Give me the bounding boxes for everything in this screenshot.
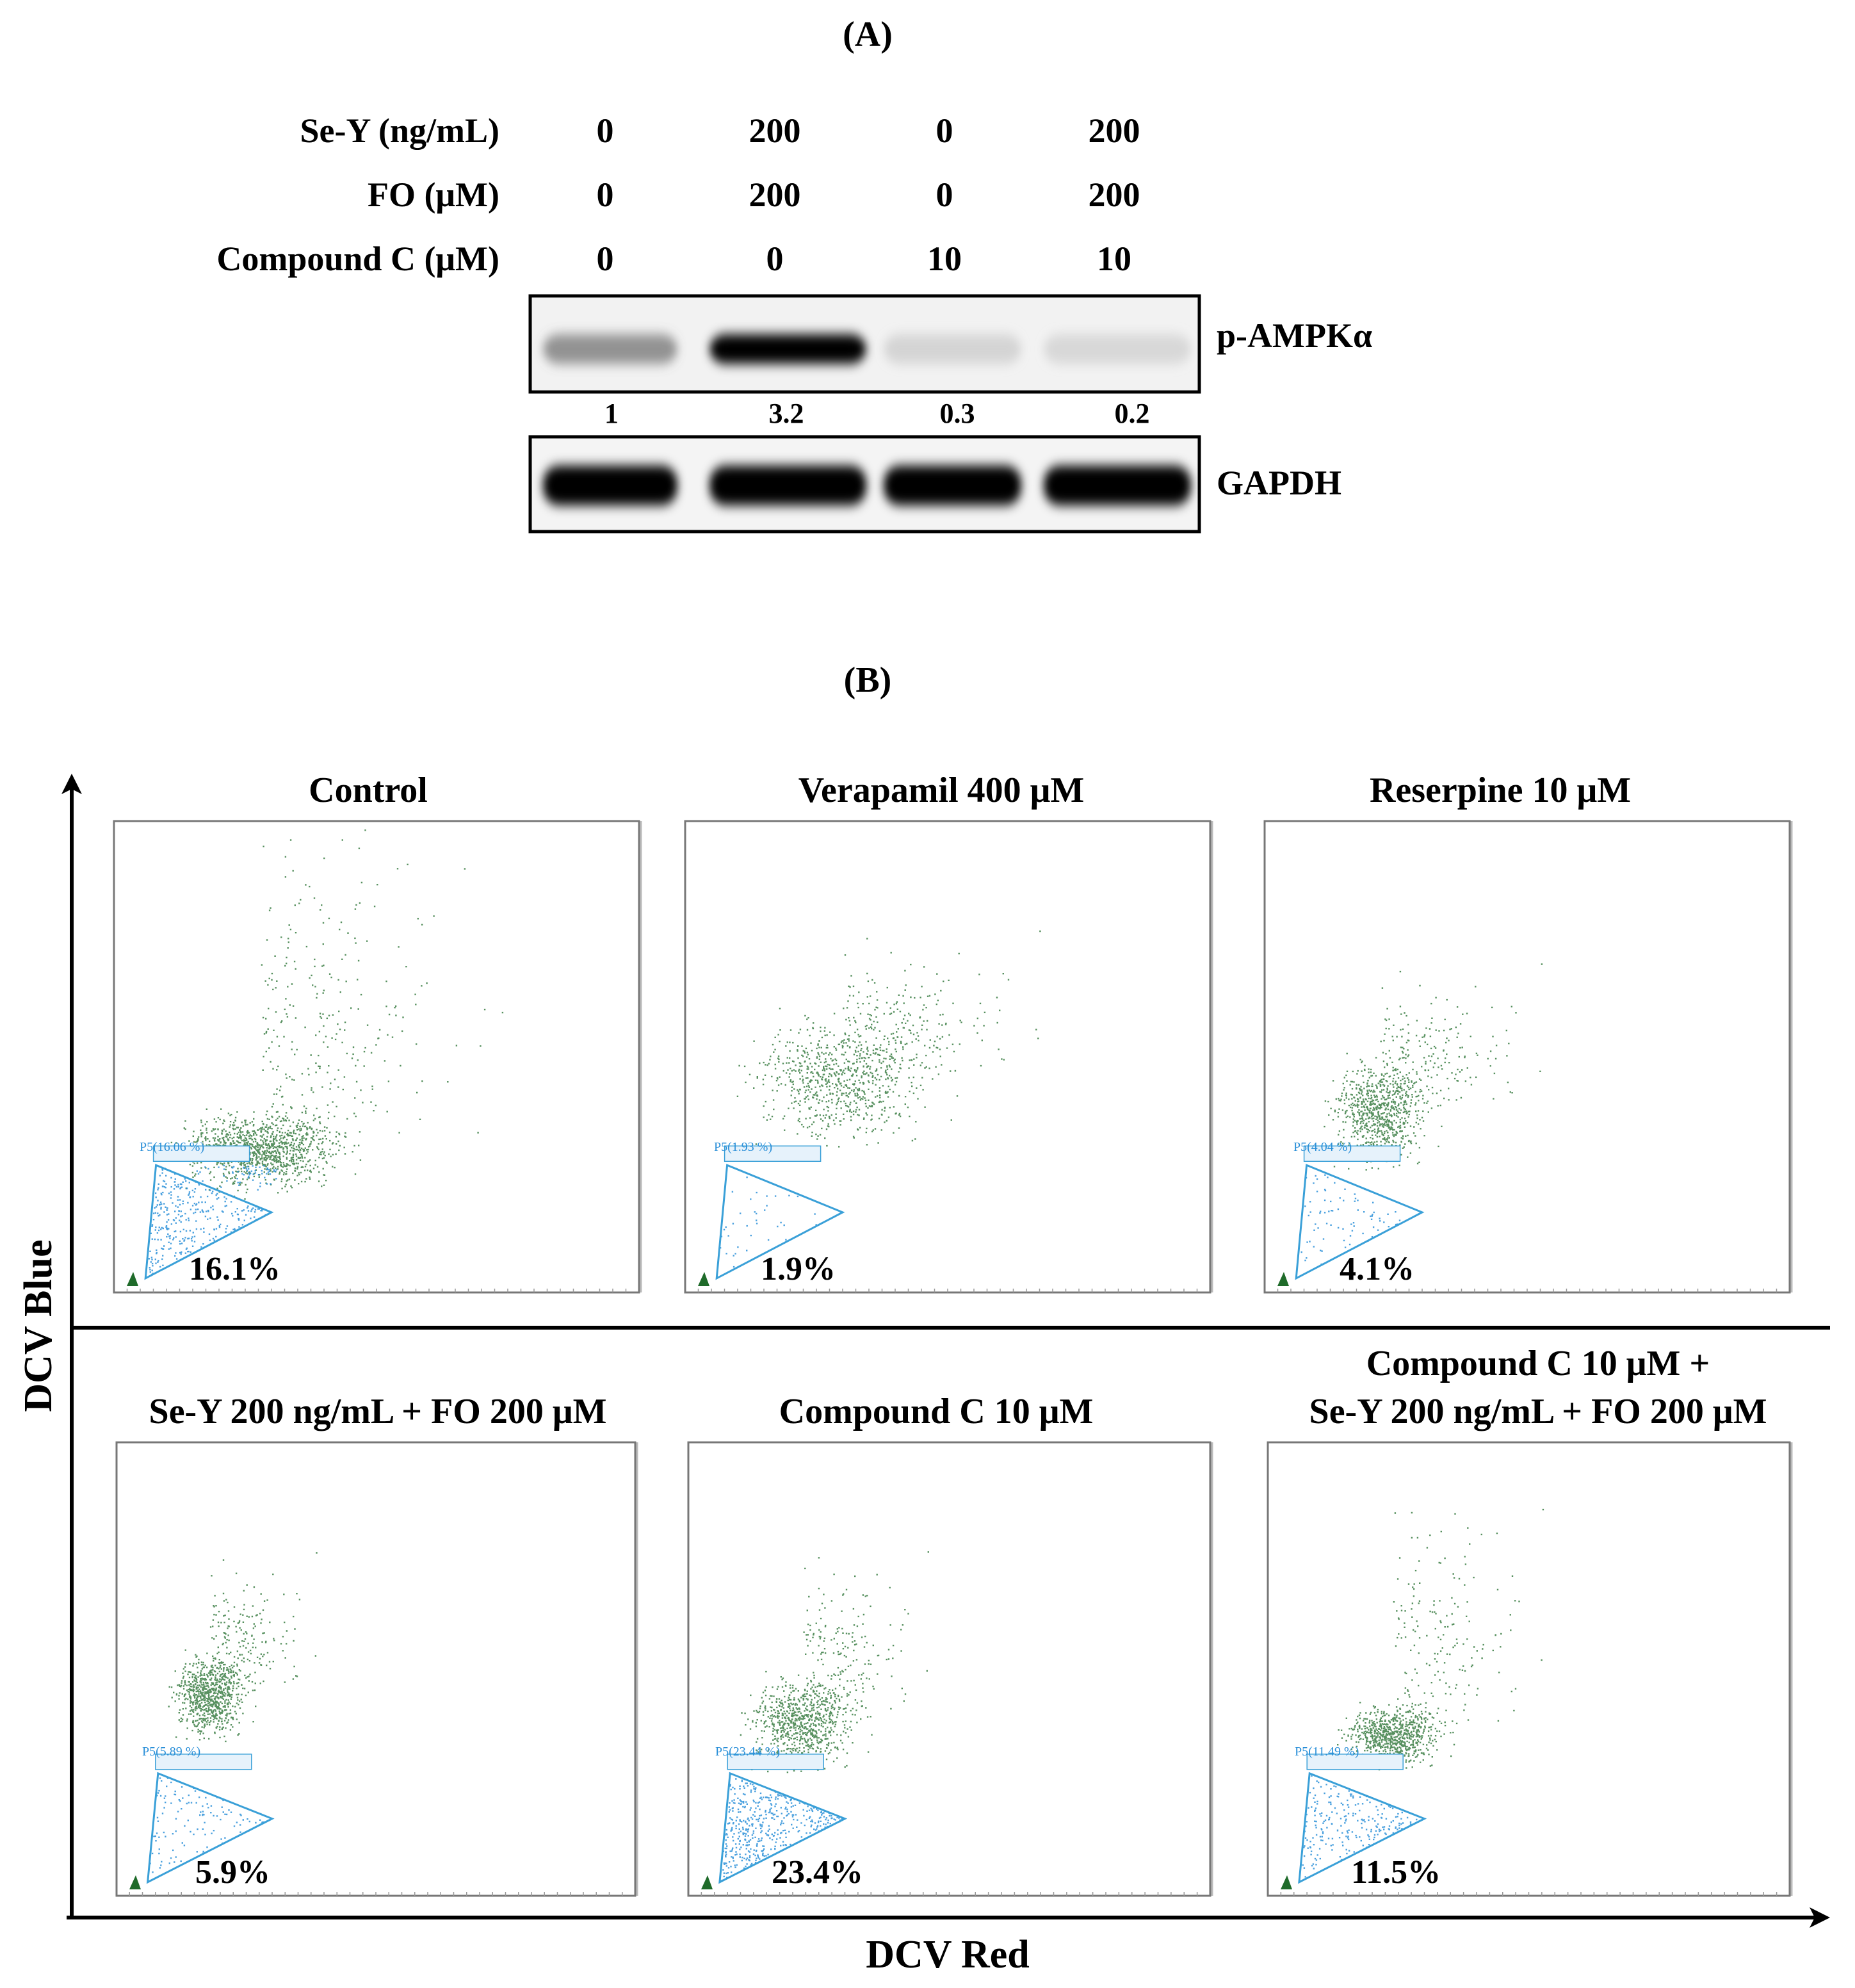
blot-band (709, 466, 866, 505)
blot-band (1044, 334, 1191, 364)
event-dots (1300, 963, 1543, 1266)
blot-p-ampk (528, 294, 1201, 394)
row-value: 200 (1089, 111, 1140, 150)
flow-plot (115, 1441, 638, 1897)
row-value: 0 (766, 240, 784, 278)
blot-band (543, 334, 677, 364)
flow-plot (113, 820, 642, 1294)
debris-cluster (129, 1875, 141, 1889)
gate-label: P5(23.44 %) (715, 1745, 780, 1759)
plot-title: Se-Y 200 ng/mL + FO 200 μM (149, 1392, 607, 1431)
quant-value: 0.3 (940, 398, 975, 429)
percent-label: 5.9% (195, 1854, 270, 1891)
row-value: 200 (749, 111, 801, 150)
debris-cluster (698, 1272, 709, 1286)
plot-title: Compound C 10 μM (779, 1392, 1094, 1431)
panel-a-label: (A) (843, 15, 893, 54)
event-dots (1302, 1508, 1544, 1878)
row-label-fo: FO (μM) (368, 175, 499, 214)
gate-p5 (1295, 1164, 1425, 1280)
axes (61, 774, 1830, 1928)
debris-cluster (701, 1875, 713, 1889)
plot-title: Compound C 10 μM + (1366, 1344, 1710, 1383)
flow-plots (113, 820, 1793, 1897)
percent-label: 1.9% (761, 1251, 836, 1287)
debris-cluster (1281, 1875, 1292, 1889)
plot-title: Control (309, 770, 428, 810)
blot-band (884, 334, 1021, 364)
percent-label: 23.4% (772, 1854, 863, 1891)
blot-band (1044, 466, 1191, 505)
row-value: 0 (597, 175, 614, 214)
flow-plot (684, 820, 1213, 1294)
x-axis-label: DCV Red (866, 1933, 1029, 1976)
gate-label: P5(11.49 %) (1295, 1745, 1359, 1759)
percent-label: 16.1% (189, 1251, 280, 1287)
row-value: 10 (927, 240, 962, 278)
blot-gapdh (528, 435, 1201, 534)
quant-value: 0.2 (1115, 398, 1150, 429)
row-label-compound-c: Compound C (μM) (216, 240, 499, 278)
percent-label: 11.5% (1351, 1854, 1441, 1891)
gate-p5 (146, 1772, 275, 1884)
gate-label: P5(1.93 %) (714, 1140, 772, 1154)
gate-p5 (1298, 1772, 1427, 1884)
y-axis-label: DCV Blue (17, 1239, 60, 1412)
blot-band (884, 466, 1021, 505)
blot-band (543, 466, 677, 505)
flow-plot (1263, 820, 1793, 1294)
row-value: 0 (597, 240, 614, 278)
event-dots (149, 1552, 318, 1873)
gate-p5 (718, 1772, 848, 1884)
flow-plot (687, 1441, 1213, 1897)
row-label-se-y: Se-Y (ng/mL) (300, 111, 499, 150)
event-dots (720, 1551, 929, 1882)
flow-plot (1267, 1441, 1793, 1897)
row-value: 0 (936, 111, 953, 150)
quant-value: 3.2 (769, 398, 804, 429)
debris-cluster (127, 1272, 138, 1286)
panel-b-label: (B) (844, 660, 892, 700)
row-value: 200 (1089, 175, 1140, 214)
plot-title: Verapamil 400 μM (798, 770, 1085, 810)
gate-p5 (715, 1164, 845, 1280)
gate-label: P5(4.04 %) (1293, 1140, 1352, 1154)
row-value: 10 (1097, 240, 1131, 278)
gate-label: P5(5.89 %) (142, 1745, 200, 1759)
gate-label: P5(16.06 %) (140, 1140, 204, 1154)
blot-label-p-ampk: p-AMPKα (1217, 316, 1372, 355)
blot-band (709, 334, 866, 364)
quant-value: 1 (604, 398, 619, 429)
row-value: 0 (597, 111, 614, 150)
debris-cluster (1277, 1272, 1289, 1286)
row-value: 0 (936, 175, 953, 214)
blot-label-gapdh: GAPDH (1217, 464, 1341, 502)
plot-title: Reserpine 10 μM (1370, 770, 1631, 810)
gate-p5 (144, 1164, 274, 1280)
plot-title: Se-Y 200 ng/mL + FO 200 μM (1309, 1392, 1767, 1431)
percent-label: 4.1% (1340, 1251, 1414, 1287)
row-value: 200 (749, 175, 801, 214)
